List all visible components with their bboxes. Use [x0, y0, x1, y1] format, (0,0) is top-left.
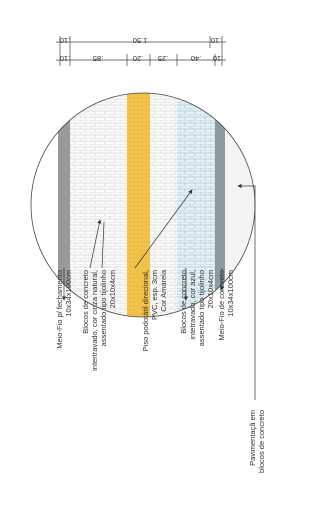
dimension-label: .10: [213, 54, 223, 63]
callout-line: PVC, esp. 3cm: [150, 270, 159, 320]
callout-line: 10x34x100cm: [226, 270, 235, 317]
callout-line: Meio-Fio de concreto: [217, 270, 226, 340]
dimension-label: .85: [93, 54, 103, 63]
dimension-label: .25: [158, 54, 168, 63]
callout-line: Piso podotátil direcional,: [141, 270, 150, 351]
callout-line: blocos de concreto: [257, 410, 266, 473]
dimension-label: .20: [133, 54, 143, 63]
callout-line: Blocos de concreto: [81, 270, 90, 334]
dimension-label: .10: [60, 54, 70, 63]
callout-line: Meio-Fio p/ fechamento: [55, 270, 64, 349]
callout-line: Cor Amarela: [159, 269, 168, 312]
callout-line: 20x10x4cm: [206, 270, 215, 308]
dimension-label: 1.50: [133, 36, 148, 45]
callout-line: intetravado, cor azul,: [188, 270, 197, 340]
callout-line: 20x10x4cm: [108, 270, 117, 308]
callout-line: Blocos de concreto: [179, 270, 188, 334]
callout-line: 10x34x100cm: [64, 270, 73, 317]
dimension-label: .10: [60, 36, 70, 45]
callout-line: assentado tipo tijolinho: [99, 270, 108, 346]
callout-line: assentado tipo tijolinho: [197, 270, 206, 346]
callout-line: Pavimentaçã em: [248, 410, 257, 466]
dimension-label: .10: [211, 36, 221, 45]
detail-drawing: .10 1.50 .10 .10 .85 .20 .25 .40 .10 Meio-Fio p/ …: [0, 0, 288, 516]
callout-line: intertravado, cor cinza natural,: [90, 270, 99, 371]
dimension-label: .40: [191, 54, 201, 63]
